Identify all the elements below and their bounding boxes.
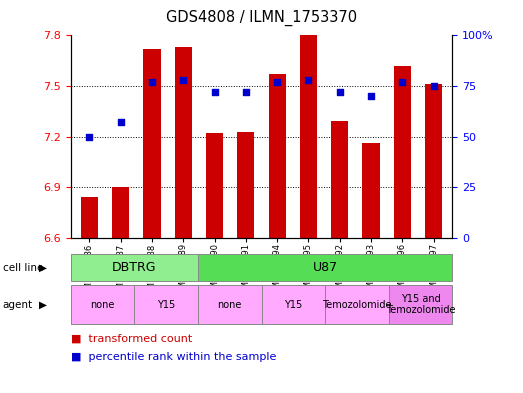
Text: U87: U87 xyxy=(313,261,338,274)
Bar xyxy=(112,187,129,238)
Point xyxy=(429,83,438,89)
Bar xyxy=(206,133,223,238)
Bar xyxy=(198,254,452,281)
Bar xyxy=(362,143,380,238)
Bar xyxy=(198,285,262,324)
Bar xyxy=(394,66,411,238)
Text: none: none xyxy=(218,299,242,310)
Point xyxy=(210,89,219,95)
Point xyxy=(242,89,250,95)
Text: Y15: Y15 xyxy=(284,299,302,310)
Text: Y15: Y15 xyxy=(157,299,175,310)
Point xyxy=(148,79,156,85)
Point xyxy=(117,119,125,125)
Text: ▶: ▶ xyxy=(39,299,47,310)
Bar xyxy=(331,121,348,238)
Bar xyxy=(325,285,389,324)
Point xyxy=(273,79,281,85)
Point xyxy=(85,133,94,140)
Bar xyxy=(71,254,198,281)
Bar xyxy=(262,285,325,324)
Bar xyxy=(81,197,98,238)
Text: ■  transformed count: ■ transformed count xyxy=(71,334,192,344)
Point xyxy=(336,89,344,95)
Bar xyxy=(134,285,198,324)
Text: ■  percentile rank within the sample: ■ percentile rank within the sample xyxy=(71,352,276,362)
Text: cell line: cell line xyxy=(3,263,43,273)
Bar xyxy=(300,35,317,238)
Text: DBTRG: DBTRG xyxy=(112,261,156,274)
Bar xyxy=(237,132,255,238)
Text: GDS4808 / ILMN_1753370: GDS4808 / ILMN_1753370 xyxy=(166,10,357,26)
Bar xyxy=(175,47,192,238)
Bar xyxy=(268,74,286,238)
Bar xyxy=(71,285,134,324)
Bar xyxy=(389,285,452,324)
Point xyxy=(398,79,406,85)
Point xyxy=(367,93,375,99)
Text: Temozolomide: Temozolomide xyxy=(322,299,392,310)
Point xyxy=(179,77,187,83)
Text: Y15 and
Temozolomide: Y15 and Temozolomide xyxy=(386,294,456,315)
Text: agent: agent xyxy=(3,299,33,310)
Point xyxy=(304,77,313,83)
Text: none: none xyxy=(90,299,115,310)
Bar xyxy=(425,84,442,238)
Bar xyxy=(143,49,161,238)
Text: ▶: ▶ xyxy=(39,263,47,273)
